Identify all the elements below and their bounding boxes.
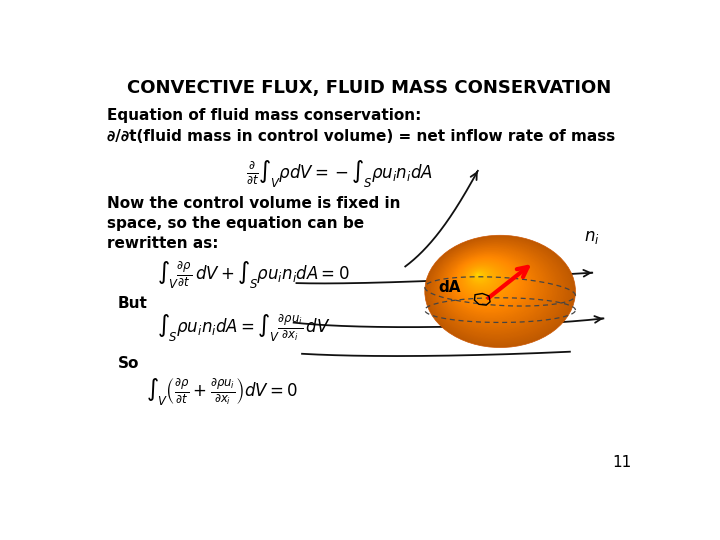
Text: But: But: [118, 295, 148, 310]
Circle shape: [449, 254, 530, 314]
Circle shape: [440, 246, 548, 327]
Circle shape: [438, 245, 551, 329]
Text: $\int_V \frac{\partial \rho}{\partial t}\,dV + \int_S \rho u_i n_i dA = 0$: $\int_V \frac{\partial \rho}{\partial t}…: [157, 259, 350, 291]
Circle shape: [442, 248, 543, 323]
Circle shape: [456, 259, 517, 304]
Circle shape: [429, 239, 567, 341]
Circle shape: [447, 252, 535, 317]
Circle shape: [462, 264, 505, 295]
Circle shape: [468, 267, 495, 288]
Circle shape: [436, 243, 556, 333]
Circle shape: [464, 264, 504, 294]
Circle shape: [428, 238, 569, 343]
Circle shape: [462, 263, 507, 296]
Circle shape: [456, 258, 518, 305]
Circle shape: [446, 251, 536, 319]
Circle shape: [431, 240, 564, 339]
Circle shape: [452, 255, 525, 310]
Circle shape: [448, 252, 533, 316]
Text: So: So: [118, 356, 139, 371]
Circle shape: [458, 260, 513, 301]
Circle shape: [433, 241, 561, 336]
Circle shape: [454, 257, 521, 307]
Circle shape: [474, 272, 484, 279]
Circle shape: [472, 271, 487, 282]
Circle shape: [466, 266, 499, 291]
Text: Now the control volume is fixed in: Now the control volume is fixed in: [107, 196, 400, 211]
Circle shape: [445, 251, 538, 320]
Circle shape: [473, 271, 486, 281]
Circle shape: [451, 255, 526, 311]
Text: $\int_V \left(\frac{\partial \rho}{\partial t} + \frac{\partial \rho u_i}{\parti: $\int_V \left(\frac{\partial \rho}{\part…: [145, 377, 297, 408]
Circle shape: [469, 268, 494, 287]
Circle shape: [436, 244, 554, 332]
Circle shape: [470, 269, 490, 284]
Circle shape: [476, 273, 481, 277]
Circle shape: [450, 254, 528, 312]
Circle shape: [425, 235, 575, 348]
Circle shape: [467, 267, 497, 289]
Circle shape: [457, 260, 515, 302]
Circle shape: [455, 258, 520, 306]
Circle shape: [437, 245, 553, 330]
Text: ∂/∂t(fluid mass in control volume) = net inflow rate of mass: ∂/∂t(fluid mass in control volume) = net…: [107, 129, 615, 144]
Circle shape: [444, 249, 541, 322]
Text: CONVECTIVE FLUX, FLUID MASS CONSERVATION: CONVECTIVE FLUX, FLUID MASS CONSERVATION: [127, 79, 611, 97]
Circle shape: [433, 242, 559, 335]
Circle shape: [439, 246, 549, 328]
Circle shape: [465, 265, 500, 292]
Text: $\int_S \rho u_i n_i dA = \int_V \frac{\partial \rho u_i}{\partial x_i}\,dV$: $\int_S \rho u_i n_i dA = \int_V \frac{\…: [157, 312, 330, 344]
Text: $n_i$: $n_i$: [584, 228, 600, 246]
Circle shape: [459, 261, 512, 300]
Circle shape: [434, 242, 557, 334]
Circle shape: [428, 237, 570, 344]
Circle shape: [461, 262, 508, 298]
Text: $\frac{\partial}{\partial t}\int_V \rho dV = -\int_S \rho u_i n_i dA$: $\frac{\partial}{\partial t}\int_V \rho …: [246, 158, 433, 190]
Circle shape: [426, 237, 572, 345]
Circle shape: [449, 253, 531, 315]
Circle shape: [477, 274, 480, 276]
Circle shape: [464, 265, 502, 293]
Text: space, so the equation can be: space, so the equation can be: [107, 216, 364, 231]
Circle shape: [472, 270, 489, 283]
Circle shape: [426, 236, 574, 346]
Circle shape: [469, 269, 492, 286]
Text: 11: 11: [612, 455, 631, 470]
Circle shape: [441, 248, 544, 325]
Circle shape: [453, 256, 523, 309]
Circle shape: [475, 273, 482, 278]
Text: Equation of fluid mass conservation:: Equation of fluid mass conservation:: [107, 109, 421, 124]
Circle shape: [430, 239, 566, 340]
Text: dA: dA: [438, 280, 461, 295]
Circle shape: [460, 261, 510, 299]
Circle shape: [432, 240, 562, 338]
Text: rewritten as:: rewritten as:: [107, 235, 218, 251]
Circle shape: [444, 249, 539, 321]
Circle shape: [441, 247, 546, 326]
